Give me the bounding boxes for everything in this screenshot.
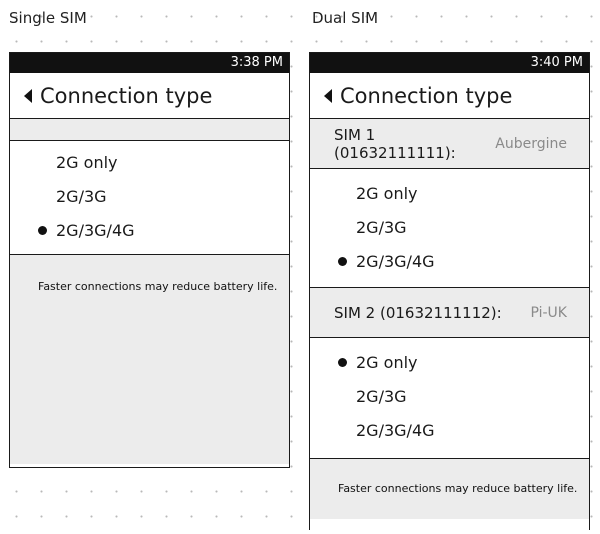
battery-footnote: Faster connections may reduce battery li…	[338, 482, 578, 495]
single-sim-caption: Single SIM	[9, 9, 87, 27]
selected-radio-icon	[338, 358, 347, 367]
page-title: Connection type	[340, 83, 513, 108]
sim2-options: 2G only 2G/3G 2G/3G/4G	[310, 338, 589, 459]
back-arrow-icon[interactable]	[324, 88, 332, 103]
sim1-option-2g-3g[interactable]: 2G/3G	[310, 211, 589, 245]
status-time: 3:38 PM	[230, 55, 283, 70]
sim2-header: SIM 2 (01632111112): Pi-UK	[310, 288, 589, 338]
sim2-operator: Pi-UK	[530, 304, 567, 321]
option-label: 2G/3G	[356, 387, 407, 406]
header: Connection type	[10, 73, 289, 119]
battery-footnote: Faster connections may reduce battery li…	[38, 280, 278, 293]
header: Connection type	[310, 73, 589, 119]
option-2g-3g[interactable]: 2G/3G	[10, 180, 289, 214]
sim1-header: SIM 1 (01632111111): Aubergine	[310, 119, 589, 169]
option-2g-only[interactable]: 2G only	[10, 146, 289, 180]
sim2-option-2g-3g[interactable]: 2G/3G	[310, 380, 589, 414]
status-time: 3:40 PM	[530, 55, 583, 70]
sim2-label: SIM 2 (01632111112):	[334, 303, 502, 322]
connection-options: 2G only 2G/3G 2G/3G/4G	[10, 141, 289, 255]
option-label: 2G/3G	[56, 187, 107, 206]
option-2g-3g-4g[interactable]: 2G/3G/4G	[10, 214, 289, 248]
footer-band: Faster connections may reduce battery li…	[310, 459, 589, 519]
sim1-option-2g-only[interactable]: 2G only	[310, 177, 589, 211]
selected-radio-icon	[338, 257, 347, 266]
sim1-options: 2G only 2G/3G 2G/3G/4G	[310, 169, 589, 288]
option-label: 2G/3G	[356, 218, 407, 237]
footer-band: Faster connections may reduce battery li…	[10, 255, 289, 464]
option-label: 2G only	[56, 153, 118, 172]
page-title: Connection type	[40, 83, 213, 108]
status-bar: 3:38 PM	[10, 53, 289, 73]
selected-radio-icon	[38, 226, 47, 235]
option-label: 2G only	[356, 184, 418, 203]
status-bar: 3:40 PM	[310, 53, 589, 73]
sim2-option-2g-3g-4g[interactable]: 2G/3G/4G	[310, 414, 589, 448]
back-arrow-icon[interactable]	[24, 88, 32, 103]
spacer-band	[10, 119, 289, 141]
single-sim-phone: 3:38 PM Connection type 2G only 2G/3G 2G…	[9, 52, 290, 468]
dual-sim-caption: Dual SIM	[312, 9, 379, 27]
dual-sim-phone: 3:40 PM Connection type SIM 1 (016321111…	[309, 52, 590, 530]
option-label: 2G/3G/4G	[356, 421, 435, 440]
sim1-label: SIM 1 (01632111111):	[334, 125, 456, 162]
sim1-option-2g-3g-4g[interactable]: 2G/3G/4G	[310, 245, 589, 279]
sim2-option-2g-only[interactable]: 2G only	[310, 346, 589, 380]
sim1-operator: Aubergine	[495, 135, 567, 152]
option-label: 2G only	[356, 353, 418, 372]
option-label: 2G/3G/4G	[356, 252, 435, 271]
option-label: 2G/3G/4G	[56, 221, 135, 240]
